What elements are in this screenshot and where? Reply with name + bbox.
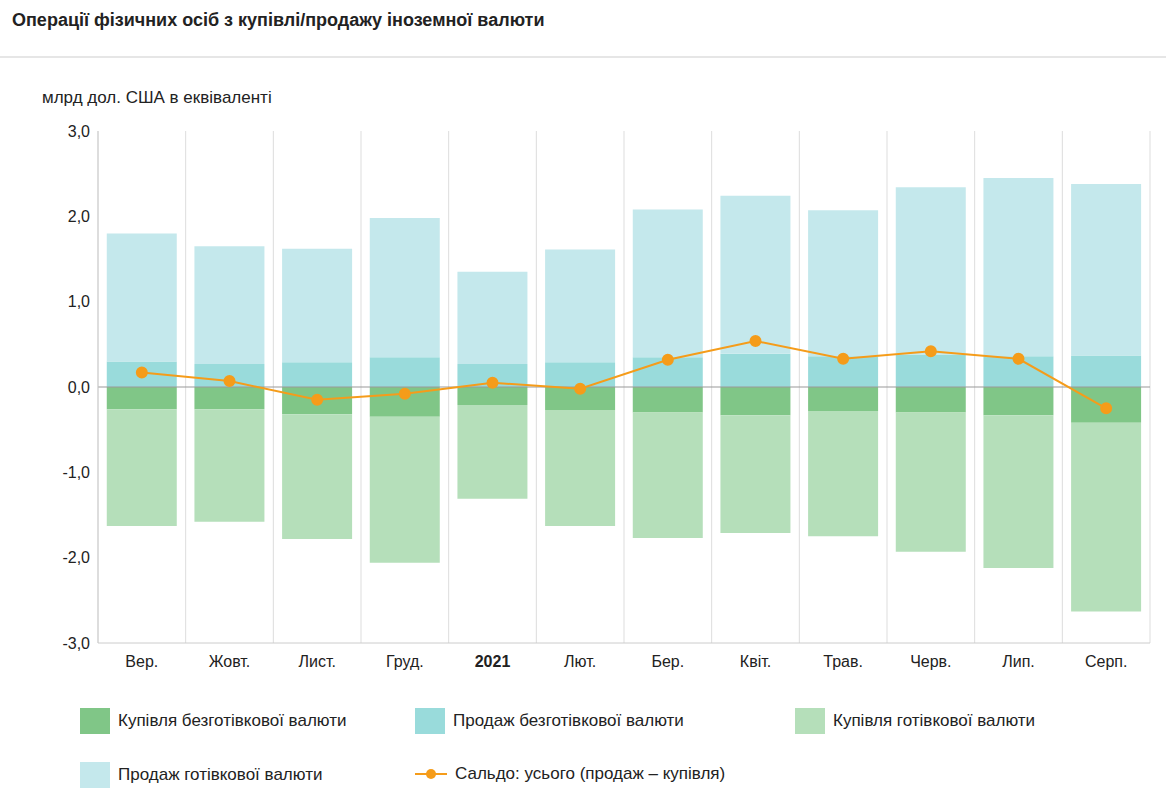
svg-text:Лип.: Лип. xyxy=(1002,653,1035,670)
svg-text:Вер.: Вер. xyxy=(125,653,158,670)
svg-text:-2,0: -2,0 xyxy=(62,549,90,566)
svg-text:Черв.: Черв. xyxy=(910,653,951,670)
html-text:Купівля безготівкової валюти: Купівля безготівкової валюти xyxy=(118,711,347,730)
svg-text:Груд.: Груд. xyxy=(386,653,424,670)
svg-text:-3,0: -3,0 xyxy=(62,635,90,652)
html-text:млрд дол. США в еквіваленті: млрд дол. США в еквіваленті xyxy=(42,88,272,107)
svg-text:0,0: 0,0 xyxy=(68,379,90,396)
html-text:Продаж готівкової валюти: Продаж готівкової валюти xyxy=(118,765,323,784)
svg-text:Жовт.: Жовт. xyxy=(209,653,251,670)
svg-text:2,0: 2,0 xyxy=(68,208,90,225)
html-text:Продаж безготівкової валюти: Продаж безготівкової валюти xyxy=(453,711,684,730)
svg-text:Трав.: Трав. xyxy=(823,653,863,670)
svg-text:3,0: 3,0 xyxy=(68,123,90,140)
svg-text:Квіт.: Квіт. xyxy=(740,653,771,670)
svg-text:1,0: 1,0 xyxy=(68,293,90,310)
svg-text:2021: 2021 xyxy=(475,653,511,670)
html-text:Операції фізичних осіб з купів: Операції фізичних осіб з купівлі/продажу… xyxy=(12,10,545,30)
svg-text:Лют.: Лют. xyxy=(564,653,596,670)
html-text:Сальдо: усього (продаж – купів: Сальдо: усього (продаж – купівля) xyxy=(455,764,726,783)
svg-text:Бер.: Бер. xyxy=(651,653,684,670)
html-text:Купівля готівкової валюти: Купівля готівкової валюти xyxy=(833,711,1036,730)
svg-text:-1,0: -1,0 xyxy=(62,464,90,481)
svg-text:Лист.: Лист. xyxy=(298,653,335,670)
svg-text:Серп.: Серп. xyxy=(1085,653,1127,670)
